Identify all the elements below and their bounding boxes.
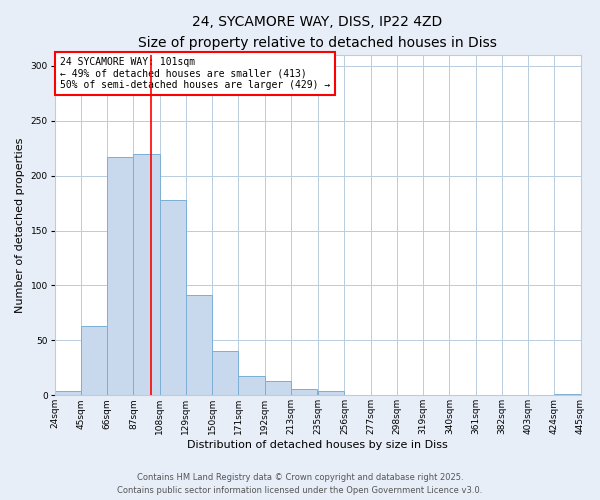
Y-axis label: Number of detached properties: Number of detached properties	[15, 138, 25, 313]
Bar	[291, 388, 317, 396]
Text: 24 SYCAMORE WAY: 101sqm
← 49% of detached houses are smaller (413)
50% of semi-d: 24 SYCAMORE WAY: 101sqm ← 49% of detache…	[60, 56, 330, 90]
Bar	[318, 391, 344, 396]
Bar	[554, 394, 581, 396]
Text: Contains HM Land Registry data © Crown copyright and database right 2025.
Contai: Contains HM Land Registry data © Crown c…	[118, 473, 482, 495]
Bar	[107, 157, 133, 396]
Bar	[160, 200, 186, 396]
X-axis label: Distribution of detached houses by size in Diss: Distribution of detached houses by size …	[187, 440, 448, 450]
Bar	[81, 326, 107, 396]
Bar	[212, 352, 238, 396]
Bar	[55, 391, 81, 396]
Bar	[265, 381, 291, 396]
Bar	[238, 376, 265, 396]
Bar	[186, 296, 212, 396]
Title: 24, SYCAMORE WAY, DISS, IP22 4ZD
Size of property relative to detached houses in: 24, SYCAMORE WAY, DISS, IP22 4ZD Size of…	[138, 15, 497, 50]
Bar	[133, 154, 160, 396]
